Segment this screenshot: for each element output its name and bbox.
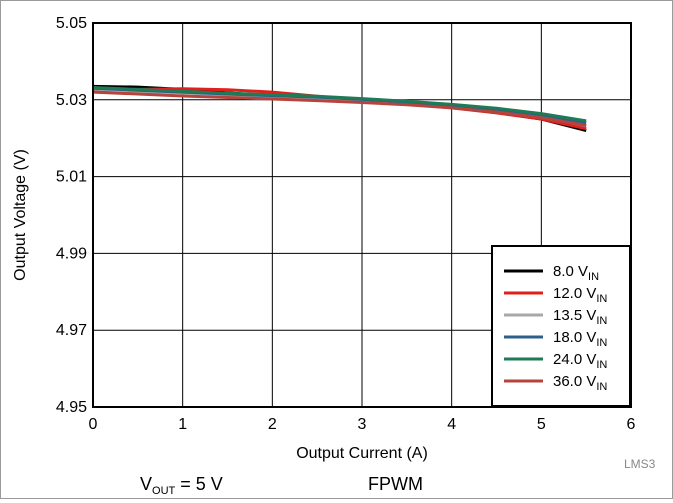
y-tick-label: 5.05 [56, 15, 87, 32]
legend-box [491, 245, 631, 407]
y-axis-title: Output Voltage (V) [12, 149, 29, 281]
x-tick-label: 1 [178, 416, 187, 433]
y-tick-labels: 4.95 4.97 4.99 5.01 5.03 5.05 [56, 15, 87, 416]
x-tick-label: 6 [627, 416, 636, 433]
x-tick-label: 3 [358, 416, 367, 433]
x-tick-label: 2 [268, 416, 277, 433]
legend-item: 8.0 VIN [504, 263, 599, 283]
plot-area-border [92, 22, 632, 408]
x-axis-title: Output Current (A) [296, 445, 428, 462]
legend-item: 18.0 VIN [504, 329, 607, 349]
series-line-4 [92, 86, 587, 123]
legend-item: 24.0 VIN [504, 351, 607, 371]
legend-label: 24.0 VIN [553, 351, 607, 371]
y-tick-label: 5.03 [56, 92, 87, 109]
y-tick-label: 4.99 [56, 245, 87, 262]
x-tick-labels: 0 1 2 3 4 5 6 [89, 416, 636, 433]
y-tick-label: 4.95 [56, 399, 87, 416]
legend-label: 36.0 VIN [553, 373, 607, 393]
legend-label: 12.0 VIN [553, 285, 607, 305]
legend-label: 13.5 VIN [553, 307, 607, 327]
legend-item: 36.0 VIN [504, 373, 607, 393]
x-tick-label: 4 [447, 416, 456, 433]
series-line-5 [92, 90, 587, 127]
legend-item: 12.0 VIN [504, 285, 607, 305]
mode-note: FPWM [368, 474, 423, 494]
x-tick-label: 5 [537, 416, 546, 433]
legend-label: 18.0 VIN [553, 329, 607, 349]
legend-item: 13.5 VIN [504, 307, 607, 327]
legend-label: 8.0 VIN [553, 263, 599, 283]
x-tick-label: 0 [89, 416, 98, 433]
y-tick-label: 4.97 [56, 322, 87, 339]
figure-code: LMS3 [624, 457, 656, 471]
vout-note: VOUT = 5 V [140, 474, 223, 497]
series-lines [92, 84, 587, 132]
y-tick-label: 5.01 [56, 169, 87, 186]
